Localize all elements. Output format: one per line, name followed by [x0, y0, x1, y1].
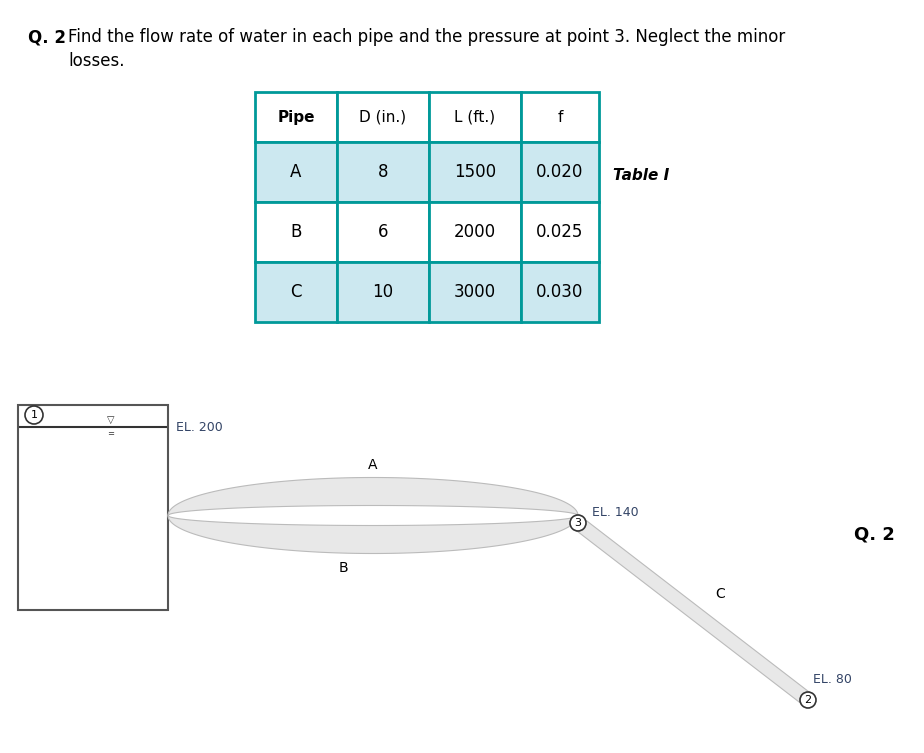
Bar [521, 142, 599, 202]
Bar [337, 92, 429, 142]
Text: 3000: 3000 [454, 283, 496, 301]
Bar [521, 92, 599, 142]
Bar [255, 262, 337, 322]
Bar [429, 202, 521, 262]
Circle shape [800, 692, 816, 708]
Text: A: A [369, 458, 378, 471]
Bar [255, 202, 337, 262]
Bar [337, 142, 429, 202]
Text: f: f [557, 109, 563, 124]
Text: 0.025: 0.025 [536, 223, 584, 241]
Text: Pipe: Pipe [277, 109, 315, 124]
Text: A: A [290, 163, 302, 181]
Bar [337, 202, 429, 262]
Bar [337, 262, 429, 322]
Text: Q. 2: Q. 2 [854, 526, 895, 544]
Bar [429, 262, 521, 322]
Text: Table I: Table I [613, 167, 669, 182]
Text: B: B [290, 223, 302, 241]
Text: C: C [290, 283, 302, 301]
Circle shape [570, 515, 586, 531]
Text: EL. 140: EL. 140 [592, 507, 638, 520]
Bar [255, 142, 337, 202]
Text: L (ft.): L (ft.) [455, 109, 495, 124]
Bar [429, 142, 521, 202]
Text: 3: 3 [575, 518, 581, 528]
Polygon shape [168, 477, 578, 516]
Text: Find the flow rate of water in each pipe and the pressure at point 3. Neglect th: Find the flow rate of water in each pipe… [68, 28, 785, 46]
Text: C: C [715, 587, 724, 600]
Text: losses.: losses. [68, 52, 125, 70]
Text: 2: 2 [805, 695, 811, 705]
Bar [429, 92, 521, 142]
Text: 0.030: 0.030 [536, 283, 584, 301]
Polygon shape [168, 516, 578, 553]
Text: =: = [107, 429, 115, 438]
Text: B: B [338, 562, 347, 575]
Text: 1: 1 [30, 410, 38, 420]
Polygon shape [574, 517, 812, 706]
Text: D (in.): D (in.) [359, 109, 407, 124]
Bar [18, 405, 168, 610]
Text: EL. 80: EL. 80 [813, 673, 852, 686]
Text: 1500: 1500 [454, 163, 496, 181]
Text: 10: 10 [372, 283, 394, 301]
Text: EL. 200: EL. 200 [176, 420, 223, 434]
Bar [521, 202, 599, 262]
Text: 6: 6 [378, 223, 388, 241]
Text: 2000: 2000 [454, 223, 496, 241]
Circle shape [25, 406, 43, 424]
Text: ▽: ▽ [107, 415, 115, 425]
Text: 8: 8 [378, 163, 388, 181]
Bar [255, 92, 337, 142]
Text: Q. 2: Q. 2 [28, 28, 66, 46]
Bar [521, 262, 599, 322]
Text: 0.020: 0.020 [536, 163, 584, 181]
